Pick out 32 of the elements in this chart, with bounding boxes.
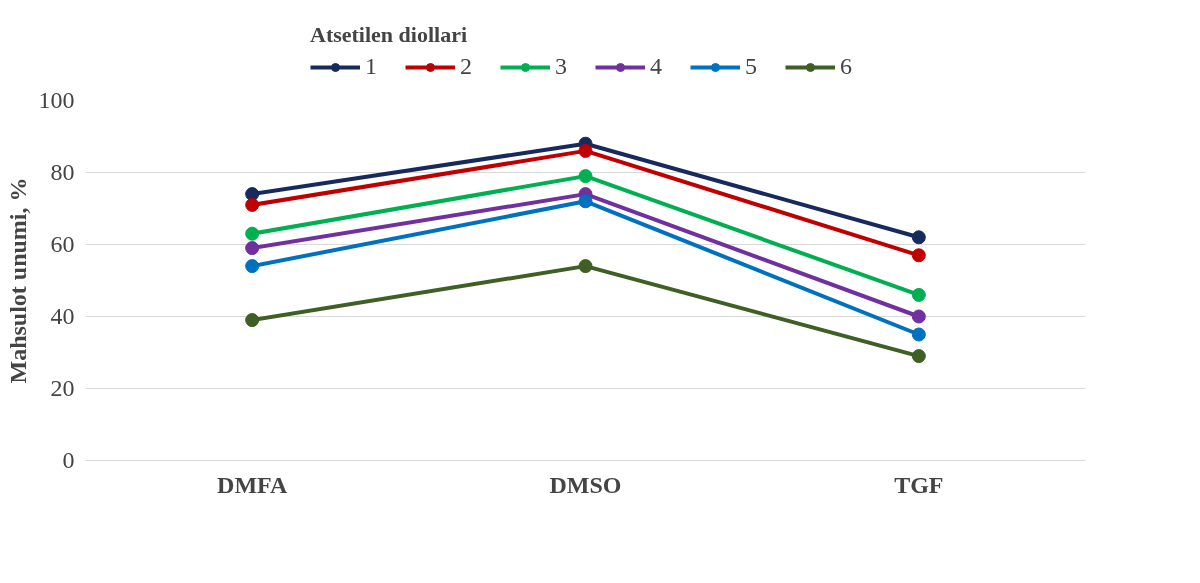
point [911,349,926,364]
point [245,259,260,274]
x-tick-label: TGF [894,471,944,498]
legend-label: 2 [460,53,473,80]
legend-label: 4 [650,53,663,80]
point [911,309,926,324]
legend-label: 1 [365,53,378,80]
y-tick-label: 100 [38,87,75,113]
y-tick-label: 20 [50,375,75,401]
x-tick-label: DMSO [549,471,622,498]
point [911,327,926,342]
y-tick-label: 40 [50,303,75,329]
y-tick-label: 80 [50,159,75,185]
point [911,248,926,263]
legend-title: Atsetilen diollari [310,22,469,48]
y-axis-title: Mahsulot unumi, % [4,177,31,384]
legend-label: 5 [745,53,758,80]
point [578,169,593,184]
point [245,241,260,256]
point [911,230,926,245]
legend-label: 3 [555,53,568,80]
y-tick-label: 60 [50,231,75,257]
y-tick-label: 0 [62,447,75,473]
point [578,143,593,158]
x-tick-label: DMFA [217,471,288,498]
point [578,259,593,274]
legend-label: 6 [840,53,853,80]
point [911,287,926,302]
point [245,226,260,241]
point [245,313,260,328]
point [245,197,260,212]
point [578,194,593,209]
